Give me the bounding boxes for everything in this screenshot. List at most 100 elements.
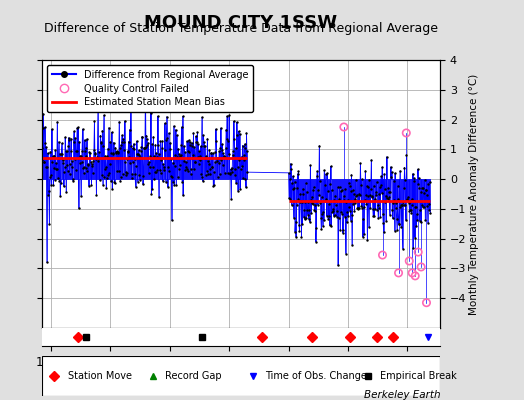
- Point: [290, 185, 298, 192]
- Point: [377, 182, 385, 188]
- Point: [314, 202, 322, 208]
- Point: [322, 196, 331, 202]
- Point: [340, 193, 348, 199]
- Point: [378, 164, 386, 170]
- Point: [40, 159, 49, 166]
- Point: [368, 193, 376, 199]
- Point: [165, 168, 173, 174]
- Point: [158, 145, 166, 151]
- Point: [364, 193, 372, 200]
- Point: [350, 201, 358, 207]
- Legend: Difference from Regional Average, Quality Control Failed, Estimated Station Mean: Difference from Regional Average, Qualit…: [47, 65, 253, 112]
- Point: [240, 152, 248, 158]
- Point: [126, 160, 134, 166]
- Point: [329, 206, 337, 212]
- Point: [125, 154, 133, 161]
- Point: [91, 151, 99, 158]
- Point: [182, 166, 191, 172]
- Point: [214, 174, 222, 180]
- Point: [178, 124, 186, 130]
- Point: [66, 160, 74, 167]
- Point: [187, 140, 195, 146]
- Point: [355, 205, 364, 211]
- Point: [78, 148, 86, 154]
- Point: [344, 204, 353, 211]
- Text: Difference of Station Temperature Data from Regional Average: Difference of Station Temperature Data f…: [44, 22, 438, 35]
- Point: [403, 196, 411, 203]
- Point: [100, 174, 108, 180]
- Point: [324, 216, 332, 222]
- Point: [98, 127, 106, 134]
- Point: [137, 144, 146, 150]
- Point: [412, 204, 420, 210]
- Point: [408, 196, 416, 202]
- Point: [79, 164, 87, 171]
- Point: [129, 159, 137, 165]
- Point: [216, 144, 224, 151]
- Point: [151, 168, 159, 175]
- Point: [398, 246, 407, 252]
- Point: [292, 234, 300, 240]
- Point: [119, 136, 127, 142]
- Point: [395, 203, 403, 210]
- Point: [286, 176, 294, 183]
- Point: [105, 124, 113, 131]
- Point: [395, 220, 403, 227]
- Point: [128, 145, 137, 152]
- Point: [42, 164, 50, 170]
- Point: [214, 155, 223, 161]
- Point: [235, 157, 243, 163]
- Point: [117, 173, 125, 180]
- Point: [411, 234, 419, 241]
- Point: [332, 214, 341, 220]
- Point: [415, 184, 423, 191]
- Point: [53, 119, 61, 125]
- Point: [306, 162, 314, 169]
- Point: [226, 171, 234, 177]
- Point: [222, 145, 230, 151]
- Point: [287, 202, 296, 208]
- Point: [235, 130, 244, 137]
- Point: [169, 159, 177, 166]
- Point: [60, 163, 69, 170]
- Point: [159, 178, 167, 184]
- Point: [160, 167, 168, 174]
- Point: [350, 191, 358, 197]
- Point: [147, 110, 155, 116]
- Point: [53, 155, 62, 161]
- Point: [51, 177, 59, 183]
- Point: [175, 166, 183, 172]
- Point: [115, 145, 124, 152]
- Point: [414, 175, 423, 181]
- Point: [119, 146, 128, 153]
- Point: [69, 176, 77, 182]
- Point: [213, 158, 221, 164]
- Point: [84, 161, 92, 167]
- Point: [38, 145, 46, 151]
- Point: [133, 138, 141, 144]
- Point: [287, 166, 295, 172]
- Point: [424, 201, 433, 207]
- Point: [86, 154, 95, 161]
- Point: [220, 152, 228, 159]
- Point: [160, 120, 169, 127]
- Point: [217, 147, 226, 153]
- Point: [164, 164, 172, 170]
- Point: [369, 212, 377, 219]
- Point: [56, 150, 64, 157]
- Point: [383, 154, 391, 160]
- Point: [411, 273, 419, 279]
- Point: [339, 230, 347, 236]
- Point: [390, 178, 398, 184]
- Point: [187, 170, 195, 177]
- Point: [425, 179, 434, 185]
- Point: [178, 113, 187, 120]
- Point: [231, 166, 239, 172]
- Point: [421, 177, 429, 183]
- Point: [92, 192, 101, 198]
- Point: [163, 134, 171, 141]
- Point: [49, 153, 57, 160]
- Point: [122, 172, 130, 178]
- Point: [305, 216, 313, 222]
- Point: [381, 192, 390, 199]
